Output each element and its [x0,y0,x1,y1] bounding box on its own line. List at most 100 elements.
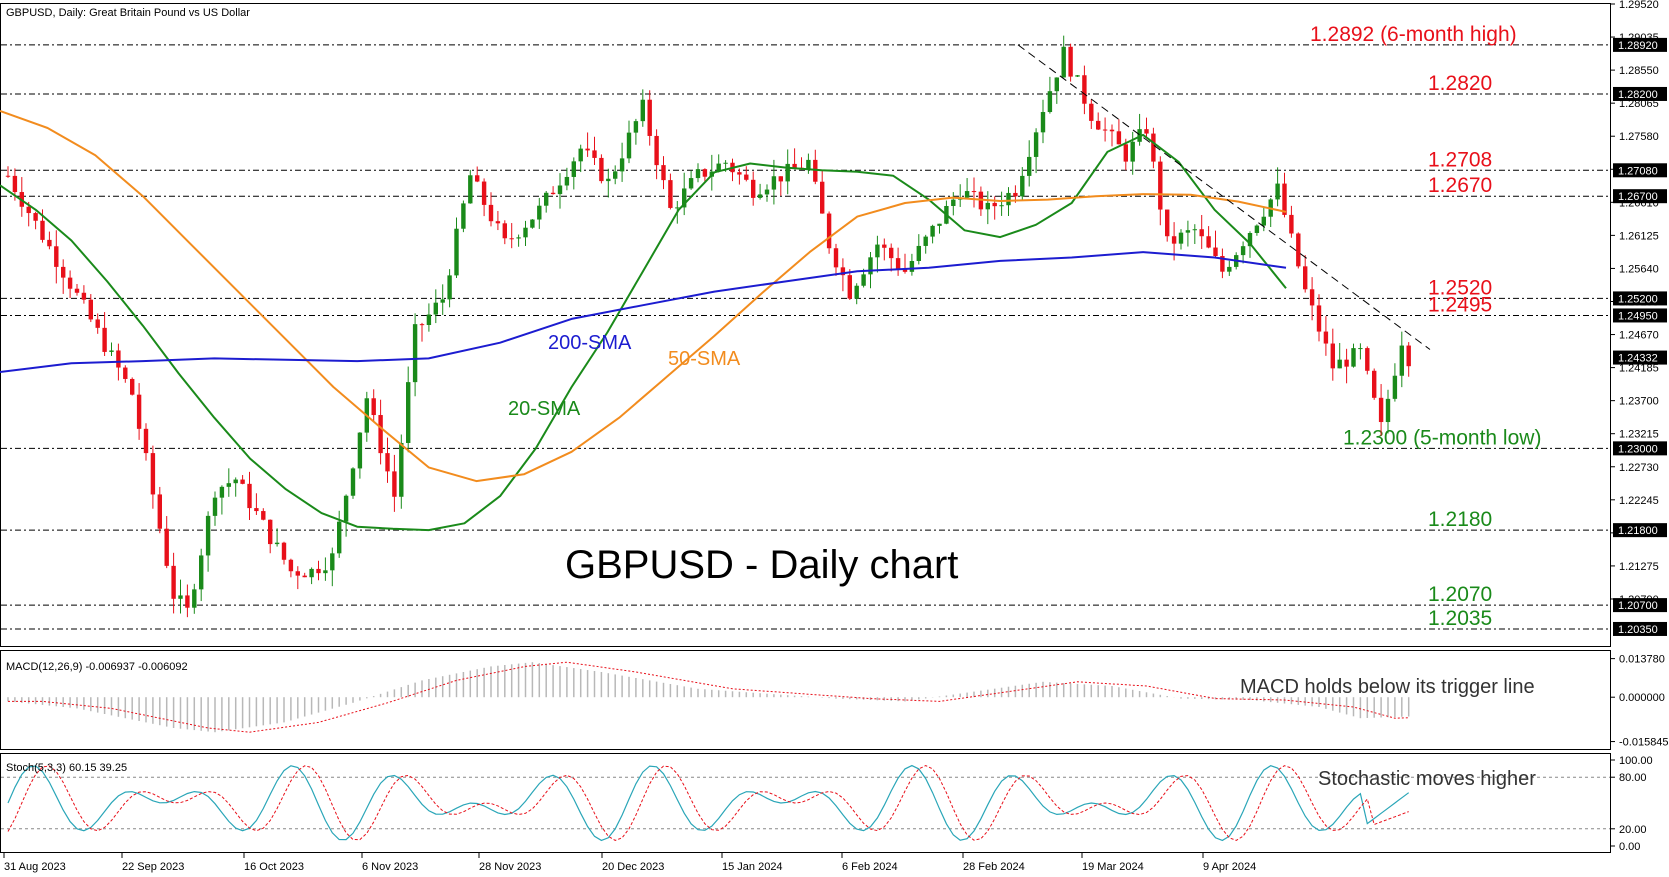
svg-text:1.28920: 1.28920 [1618,40,1658,52]
candle [1378,384,1384,436]
candle [530,219,535,229]
candle [109,342,114,356]
macd-panel-frame [0,650,1611,750]
candle [902,253,908,274]
candle [61,259,66,294]
candle [495,210,501,231]
time-axis: 31 Aug 2023 22 Sep 2023 16 Oct 2023 6 Nov 2… [3,853,1256,873]
date-tick-label: 16 Oct 2023 [244,861,304,873]
candle [1220,248,1225,279]
candle [205,511,211,572]
candle [447,269,452,308]
candle [164,516,169,569]
candle [1240,241,1246,264]
candle [54,230,59,284]
candle [1385,389,1391,434]
candle [1227,260,1232,276]
level-label: 1.2300 (5-month low) [1343,426,1541,449]
candle [1096,112,1101,131]
window-title: GBPUSD, Daily: Great Britain Pound vs US… [6,7,250,19]
candle [557,173,563,209]
candle [1406,342,1411,377]
stoch-panel-frame [0,753,1611,853]
date-tick-label: 28 Feb 2024 [963,861,1025,873]
candle [571,157,576,190]
candle [1275,167,1280,207]
price-tick-label: 1.24670 [1619,330,1659,342]
candle [475,166,480,183]
candle [523,220,528,247]
candle [47,231,52,250]
candle [537,197,542,229]
candle [1027,140,1032,187]
candle [826,211,832,254]
price-level-box: 1.28920 [1613,37,1667,52]
candle [930,224,935,244]
candle [626,120,632,164]
candle [5,166,11,178]
candle [330,547,335,587]
candle [730,158,735,182]
candle [233,477,238,497]
candle [550,186,556,195]
candle [1392,363,1398,402]
level-label: 1.2070 [1428,583,1492,606]
candle [668,173,673,210]
candle [764,184,770,202]
candle [226,468,231,497]
candle [95,313,100,334]
candle [392,454,397,512]
candle [143,423,149,461]
candle [1323,316,1329,356]
candle [157,486,162,534]
price-tick-label: 1.24185 [1619,363,1659,375]
candle [985,191,990,225]
candle [1399,331,1404,388]
candle [440,284,445,315]
candle [1061,35,1066,78]
candle [1047,76,1053,114]
candle [875,235,880,273]
candle [261,508,266,521]
candle [737,168,742,185]
candle [1330,328,1335,381]
candle [1303,255,1308,293]
candle [1254,224,1260,236]
candle [481,178,487,217]
candle [1296,232,1301,269]
candle [185,584,190,618]
candle [136,383,142,440]
candle [1365,346,1370,375]
price-tick-label: 1.23215 [1619,429,1659,441]
candle [847,269,852,300]
candle [661,156,666,190]
candle [1054,77,1059,104]
level-label: 1.2670 [1428,174,1492,197]
candle [964,178,970,200]
candle [254,493,259,515]
candle [302,572,307,578]
candle [343,494,349,537]
candle [1082,65,1087,115]
level-label: 1.2892 (6-month high) [1310,23,1517,46]
candle [702,168,708,183]
candle [150,445,156,509]
candle [999,191,1004,216]
candle [1192,224,1197,245]
price-level-box: 1.25200 [1613,291,1667,306]
candle [578,144,583,173]
stoch-annotation: Stochastic moves higher [1318,768,1536,790]
candle [695,163,701,183]
price-tick-label: 1.26125 [1619,230,1659,242]
candle [716,154,721,173]
main-panel-frame [0,3,1611,647]
macd-tick-label: -0.015845 [1619,737,1669,749]
candle [813,149,818,185]
candle [88,294,93,323]
candle [1206,226,1211,249]
candle [288,558,294,578]
level-label: 1.2520 [1428,276,1492,299]
candle [951,192,956,216]
candle [778,176,783,196]
candle [647,90,652,146]
